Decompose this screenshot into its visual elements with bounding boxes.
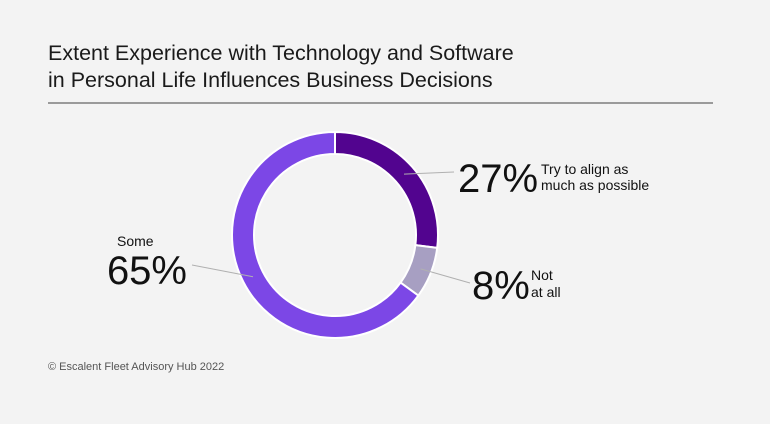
data-label-value-not-at-all: 8% — [472, 264, 530, 308]
leader-line-not-at-all — [420, 268, 471, 284]
title-divider — [48, 102, 713, 104]
chart-title-line-2: in Personal Life Influences Business Dec… — [48, 68, 493, 92]
copyright-footer: © Escalent Fleet Advisory Hub 2022 — [48, 361, 225, 373]
data-label-category-try-to-align-as-much-as-possible-2: much as possible — [541, 177, 649, 193]
data-label-category-not-at-all-1: Not — [531, 267, 553, 283]
data-label-value-try-to-align-as-much-as-possible: 27% — [458, 157, 538, 201]
donut-slice-try-to-align-as-much-as-possible — [334, 130, 439, 250]
leader-line-try-to-align-as-much-as-possible — [403, 171, 455, 175]
chart-title-line-1: Extent Experience with Technology and So… — [48, 41, 514, 65]
donut-slices — [231, 130, 439, 339]
chart-title: Extent Experience with Technology and So… — [48, 40, 728, 94]
donut-slice-some — [231, 130, 420, 339]
data-label-value-some: 65% — [107, 249, 187, 293]
data-label-category-try-to-align-as-much-as-possible-1: Try to align as — [541, 161, 628, 177]
leader-line-some — [191, 264, 254, 278]
data-label-category-some-1: Some — [117, 233, 154, 249]
data-label-category-not-at-all-2: at all — [531, 284, 561, 300]
